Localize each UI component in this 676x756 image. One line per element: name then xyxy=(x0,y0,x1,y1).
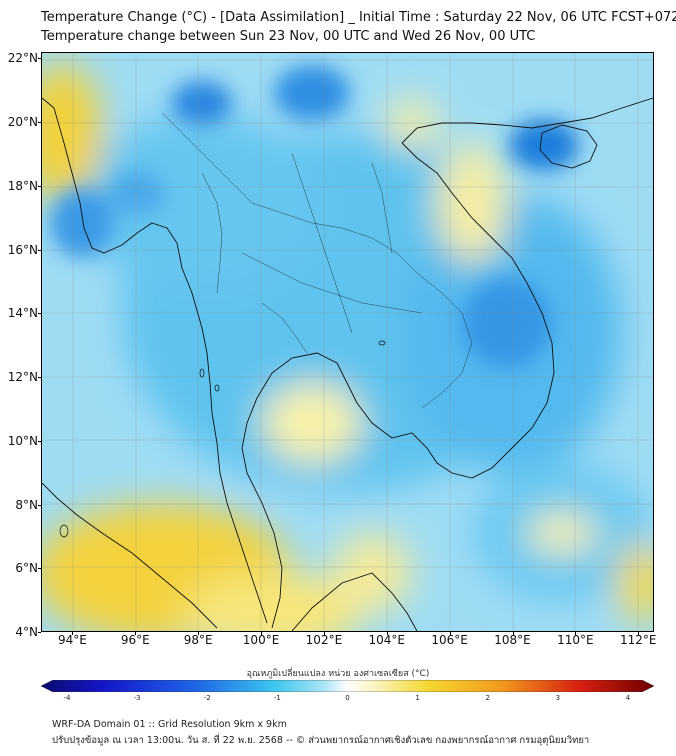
lat-label: 16°N xyxy=(7,242,38,257)
colorbar-tick-label: 2 xyxy=(485,694,490,702)
lat-tick xyxy=(38,58,41,60)
lat-tick xyxy=(38,249,41,251)
lon-label: 108°E xyxy=(494,633,531,647)
lat-tick xyxy=(38,440,41,442)
lon-label: 102°E xyxy=(305,633,343,647)
colorbar-tick-label: 0 xyxy=(345,694,350,702)
colorbar xyxy=(41,680,654,692)
colorbar-tick-label: -3 xyxy=(133,694,141,702)
map-title: Temperature Change (°C) - [Data Assimila… xyxy=(41,10,676,25)
lon-label: 106°E xyxy=(431,633,468,647)
lat-tick xyxy=(38,504,41,506)
map-canvas xyxy=(42,53,653,631)
islands xyxy=(59,340,386,538)
lon-label: 112°E xyxy=(620,633,657,647)
lon-tick xyxy=(72,632,74,635)
lon-label: 96°E xyxy=(120,633,150,647)
lat-label: 22°N xyxy=(7,51,38,66)
lat-tick xyxy=(38,122,41,124)
footer-update-info: ปรับปรุงข้อมูล ณ เวลา 13:00น. วัน ส. ที่… xyxy=(52,735,590,746)
lon-label: 98°E xyxy=(183,633,213,647)
colorbar-tick-label: -1 xyxy=(273,694,281,702)
lon-tick xyxy=(638,632,640,635)
colorbar-tick-label: -2 xyxy=(203,694,211,702)
lat-label: 10°N xyxy=(7,433,38,448)
lat-tick xyxy=(38,632,41,633)
lat-label: 20°N xyxy=(7,115,38,130)
lat-label: 18°N xyxy=(7,178,38,193)
lon-tick xyxy=(386,632,388,635)
admin-borders xyxy=(161,112,473,409)
lon-label: 94°E xyxy=(57,633,87,647)
lat-tick xyxy=(38,313,41,315)
footer-model-info: WRF-DA Domain 01 :: Grid Resolution 9km … xyxy=(52,719,287,730)
graticule xyxy=(42,53,653,631)
lat-label: 12°N xyxy=(7,370,38,385)
lon-label: 104°E xyxy=(368,633,406,647)
lon-label: 110°E xyxy=(557,633,594,647)
colorbar-tick-label: 1 xyxy=(415,694,420,702)
lat-label: 8°N xyxy=(15,497,38,512)
lat-tick xyxy=(38,185,41,187)
coastlines xyxy=(42,97,653,631)
lat-tick xyxy=(38,377,41,379)
lat-label: 14°N xyxy=(7,306,38,321)
lat-label: 4°N xyxy=(15,625,38,639)
lat-label: 6°N xyxy=(15,561,38,576)
colorbar-title: อุณหภูมิเปลี่ยนแปลง หน่วย องศาเซลเซียส (… xyxy=(246,669,430,679)
lon-tick xyxy=(449,632,451,635)
colorbar-tick-label: 3 xyxy=(555,694,561,702)
cold-cores xyxy=(50,65,579,368)
lon-tick xyxy=(512,632,514,635)
colorbar-tick-label: 4 xyxy=(625,694,631,702)
lon-tick xyxy=(323,632,325,635)
map-subtitle: Temperature change between Sun 23 Nov, 0… xyxy=(41,29,536,44)
lon-tick xyxy=(261,632,263,635)
lon-tick xyxy=(198,632,200,635)
lon-tick xyxy=(575,632,577,635)
colorbar-tick-label: -4 xyxy=(63,694,71,702)
lat-tick xyxy=(38,568,41,570)
lon-label: 100°E xyxy=(242,633,280,647)
lon-tick xyxy=(135,632,137,635)
temperature-change-map xyxy=(41,52,654,632)
